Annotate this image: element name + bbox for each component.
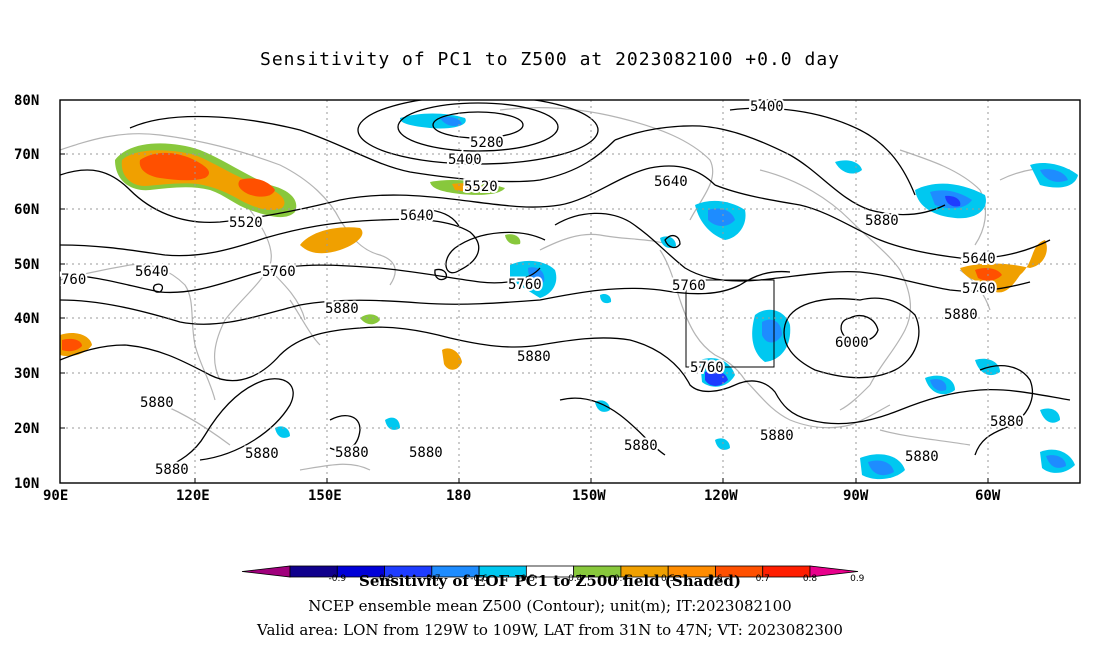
contour-labels: 5400 5280 5400 5520 5640 5520 5640 5640 …	[59, 97, 1026, 480]
x-tick-label: 120E	[176, 488, 210, 504]
negative-shade	[1040, 408, 1060, 423]
contour-label: 5760	[262, 264, 296, 280]
contour-label: 5760	[508, 277, 542, 293]
positive-shade	[452, 183, 490, 192]
y-tick-label: 80N	[14, 93, 39, 109]
negative-shade	[835, 160, 862, 174]
negative-shade	[600, 293, 612, 304]
map-frame	[59, 99, 1081, 484]
x-tick-label: 120W	[704, 488, 738, 504]
contour-label: 5880	[155, 462, 189, 478]
negative-shade	[1040, 169, 1068, 182]
gridlines	[60, 100, 1080, 483]
contour-label: 5520	[464, 179, 498, 195]
coastlines	[60, 107, 1071, 471]
contour-label: 5880	[409, 445, 443, 461]
contour-label: 5880	[990, 414, 1024, 430]
contour-label: 5400	[750, 99, 784, 115]
y-tick-label: 40N	[14, 311, 39, 327]
negative-shade	[868, 460, 894, 476]
map-area	[60, 100, 1080, 483]
contour-label: 5400	[448, 152, 482, 168]
colorbar-label: 0.4	[614, 574, 629, 584]
negative-shade	[715, 438, 730, 450]
colorbar-label: 0.6	[708, 574, 723, 584]
x-tick-label: 180	[446, 488, 471, 504]
y-tick-label: 30N	[14, 366, 39, 382]
negative-shade	[705, 370, 728, 386]
positive-shade	[505, 234, 521, 245]
negative-shade	[275, 426, 290, 438]
positive-shade	[139, 152, 210, 181]
contour-label: 5280	[470, 135, 504, 151]
y-tick-label: 10N	[14, 476, 39, 492]
negative-shade	[945, 195, 961, 207]
chart-title: Sensitivity of PC1 to Z500 at 2023082100…	[259, 49, 840, 70]
colorbar-label: -0.4	[565, 574, 583, 584]
contour-label: 5880	[865, 213, 899, 229]
contour-label: 5640	[135, 264, 169, 280]
contour-label: 5760	[690, 360, 724, 376]
contour-label: 760	[61, 272, 86, 288]
contour-label: 5880	[624, 438, 658, 454]
contour-label: 5640	[654, 174, 688, 190]
y-tick-label: 50N	[14, 257, 39, 273]
negative-shade	[385, 417, 400, 430]
colorbar-label: -0.8	[376, 574, 394, 584]
y-tick-label: 70N	[14, 147, 39, 163]
positive-shade	[360, 314, 380, 325]
positive-shade	[442, 348, 462, 370]
tick-marks	[60, 153, 989, 483]
negative-shade	[930, 379, 947, 391]
contour-label: 5520	[229, 215, 263, 231]
axis-labels: 90E 120E 150E 180 150W 120W 90W 60W 80N …	[14, 93, 1001, 504]
colorbar-arrow-high	[809, 565, 859, 578]
y-tick-label: 20N	[14, 421, 39, 437]
positive-shade	[300, 227, 363, 254]
negative-shade	[660, 236, 676, 248]
contour-label: 5640	[962, 251, 996, 267]
colorbar-label: -0.6	[470, 574, 488, 584]
colorbar-label: 0.9	[850, 574, 865, 584]
z500-contours	[60, 100, 1071, 471]
colorbar-label: -0.5	[518, 574, 536, 584]
contour-label: 5880	[944, 307, 978, 323]
shaded-sensitivity	[60, 113, 1078, 480]
x-tick-label: 90W	[843, 488, 869, 504]
negative-shade	[708, 208, 735, 226]
positive-shade	[238, 178, 275, 197]
x-tick-label: 60W	[975, 488, 1001, 504]
valid-area-caption: Valid area: LON from 129W to 109W, LAT f…	[257, 621, 843, 639]
negative-shade	[440, 116, 462, 126]
colorbar-label: 0.7	[756, 574, 770, 584]
negative-shade	[528, 267, 545, 284]
contour-label: 5760	[962, 281, 996, 297]
contour-label: 5880	[245, 446, 279, 462]
colorbar-label: -0.9	[328, 574, 346, 584]
y-tick-label: 60N	[14, 202, 39, 218]
valid-area-box	[685, 279, 775, 368]
contour-label: 6000	[835, 335, 869, 351]
contour-label: 5880	[140, 395, 174, 411]
negative-shade	[1046, 455, 1066, 468]
colorbar-label: -0.7	[423, 574, 441, 584]
colorbar: -0.9 -0.8 -0.7 -0.6 -0.5 -0.4 0.4 0.5 0.6 0.7 0.8 0…	[241, 565, 865, 584]
positive-shade	[62, 338, 82, 352]
colorbar-label: 0.8	[803, 574, 818, 584]
x-tick-label: 150W	[572, 488, 606, 504]
contour-label: 5880	[325, 301, 359, 317]
contour-caption: NCEP ensemble mean Z500 (Contour); unit(…	[308, 597, 792, 615]
x-tick-label: 150E	[308, 488, 342, 504]
contour-label: 5640	[400, 208, 434, 224]
contour-label: 5760	[672, 278, 706, 294]
contour-label: 5880	[905, 449, 939, 465]
colorbar-label: 0.5	[661, 574, 675, 584]
colorbar-caption: Sensitivity of EOF PC1 to Z500 field (Sh…	[359, 572, 741, 590]
contour-label: 5880	[335, 445, 369, 461]
contour-label: 5880	[760, 428, 794, 444]
x-tick-label: 90E	[43, 488, 68, 504]
negative-shade	[762, 319, 782, 343]
contour-label: 5880	[517, 349, 551, 365]
